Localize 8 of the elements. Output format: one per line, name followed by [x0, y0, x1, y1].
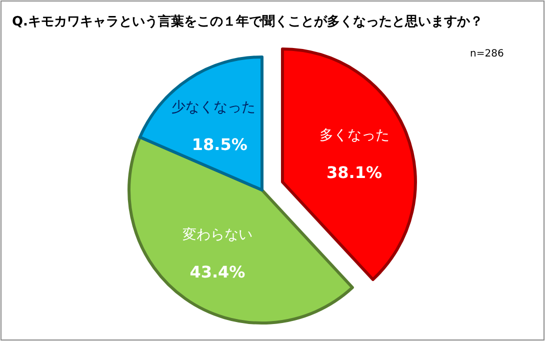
data-label: 38.1%	[326, 163, 382, 182]
chart-title: Q.キモカワキャラという言葉をこの１年で聞くことが多くなったと思いますか？	[12, 14, 483, 30]
text: n=286	[470, 48, 504, 60]
data-label: 18.5%	[192, 134, 248, 154]
slice-label: 変わらない	[182, 226, 252, 243]
slice-label: 多くなった	[319, 128, 390, 144]
data-label: 43.4%	[190, 262, 246, 282]
slice-label: 少なくなった	[172, 99, 256, 116]
